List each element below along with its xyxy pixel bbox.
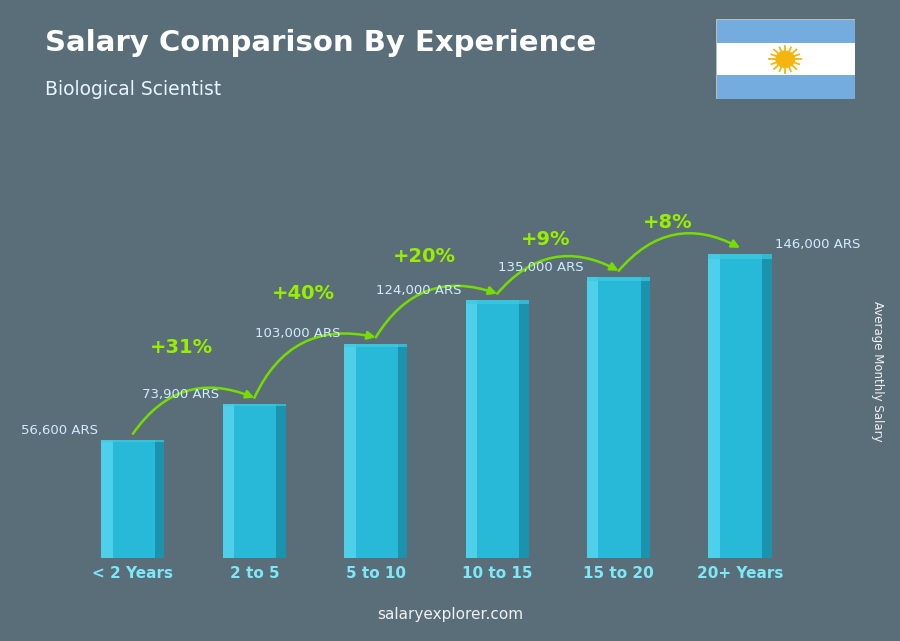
Bar [276,404,286,558]
Text: +20%: +20% [393,247,456,266]
Bar [223,404,286,406]
Circle shape [776,51,795,67]
Text: +31%: +31% [150,338,213,358]
Bar [344,344,408,347]
Bar [223,404,234,558]
Bar [708,254,771,259]
Bar [587,277,650,558]
Bar [762,254,771,558]
Bar [641,277,650,558]
Bar [102,440,112,558]
Bar [155,440,165,558]
Text: 73,900 ARS: 73,900 ARS [142,388,219,401]
Bar [587,277,650,281]
Text: Biological Scientist: Biological Scientist [45,80,221,99]
Bar [465,300,477,558]
Bar [716,44,855,75]
Text: +9%: +9% [521,230,571,249]
Bar [398,344,408,558]
Text: 146,000 ARS: 146,000 ARS [775,238,860,251]
Bar [708,254,720,558]
Text: salaryexplorer.com: salaryexplorer.com [377,607,523,622]
Bar [102,440,165,442]
Text: 56,600 ARS: 56,600 ARS [21,424,98,437]
Text: 135,000 ARS: 135,000 ARS [498,261,583,274]
Text: 103,000 ARS: 103,000 ARS [255,328,340,340]
Bar [102,440,165,558]
Bar [344,344,408,558]
Text: 124,000 ARS: 124,000 ARS [376,284,462,297]
Bar [519,300,529,558]
Text: +40%: +40% [272,284,335,303]
Text: Salary Comparison By Experience: Salary Comparison By Experience [45,29,596,57]
Bar [465,300,529,304]
Text: +8%: +8% [643,213,692,233]
Text: Average Monthly Salary: Average Monthly Salary [871,301,884,442]
Bar [223,404,286,558]
Bar [344,344,356,558]
Bar [465,300,529,558]
Bar [587,277,599,558]
Bar [708,254,771,558]
